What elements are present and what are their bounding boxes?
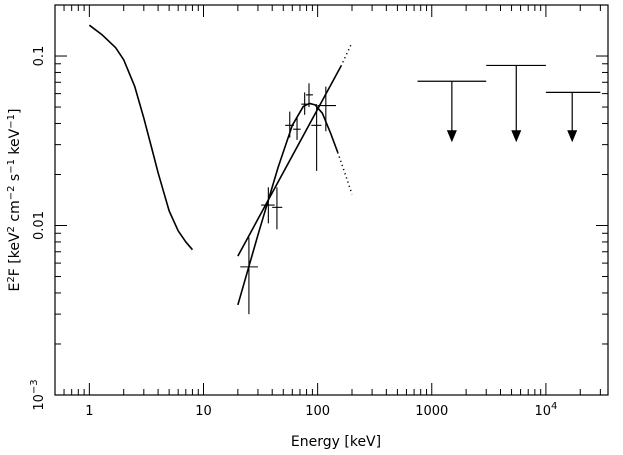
y-axis-title-part: −1 <box>6 159 17 174</box>
upper-limit <box>486 64 546 143</box>
arrow-head <box>446 130 457 143</box>
data-point <box>317 86 337 132</box>
model-extrapolation-dotted <box>337 152 353 195</box>
y-axis-title-part: 2 <box>6 276 17 282</box>
y-tick-label-base: 10 <box>32 394 47 411</box>
data-point <box>272 187 283 230</box>
upper-limit <box>545 91 601 143</box>
y-tick-label-exp: −3 <box>29 379 40 394</box>
data-point <box>311 104 322 171</box>
data-point <box>305 83 313 108</box>
plot-frame <box>54 4 609 396</box>
model-curve <box>88 24 194 251</box>
y-axis-title-part: keV <box>7 128 23 159</box>
data-point <box>285 111 294 138</box>
axis-ticks <box>54 4 608 396</box>
model-extrapolation-dotted <box>340 42 353 67</box>
y-axis-title-part: ] <box>7 109 23 114</box>
y-axis-title-part: E <box>7 283 23 292</box>
x-tick-label: 104 <box>534 401 557 419</box>
arrow-head <box>567 130 578 143</box>
x-tick-label-exp: 4 <box>551 401 557 412</box>
upper-limit <box>417 80 487 143</box>
y-axis-title-part: −1 <box>6 114 17 129</box>
y-tick-label: 0.01 <box>32 211 47 240</box>
model-curve <box>237 65 342 257</box>
y-tick-label: 0.1 <box>32 46 47 67</box>
y-tick-labels: 10−3 0.01 0.1 <box>29 46 47 411</box>
y-axis-title: E2F [keV2 cm−2 s−1 keV−1] <box>6 109 23 292</box>
y-tick-label: 10−3 <box>29 379 47 410</box>
data-points <box>240 83 337 315</box>
y-axis-title-part: 2 <box>6 226 17 232</box>
y-axis-title-part: s <box>7 174 23 186</box>
x-tick-label: 10 <box>195 404 212 419</box>
y-axis-title-part: −2 <box>6 186 17 201</box>
x-tick-label: 1000 <box>415 404 448 419</box>
model-curves <box>88 24 353 306</box>
y-axis-title-part: cm <box>7 200 23 226</box>
model-curve <box>237 102 339 306</box>
y-axis-title-part: F [keV <box>7 232 23 276</box>
data-point <box>293 116 301 140</box>
x-tick-label-base: 10 <box>534 404 551 419</box>
x-tick-label: 100 <box>305 404 330 419</box>
x-tick-labels: 1 10 100 1000 104 <box>85 401 557 419</box>
data-point <box>261 187 275 224</box>
x-axis-title: Energy [keV] <box>291 434 381 450</box>
x-tick-label: 1 <box>85 404 93 419</box>
data-point <box>240 237 258 315</box>
arrow-head <box>511 130 522 143</box>
data-point <box>301 92 309 115</box>
upper-limits <box>417 64 601 143</box>
